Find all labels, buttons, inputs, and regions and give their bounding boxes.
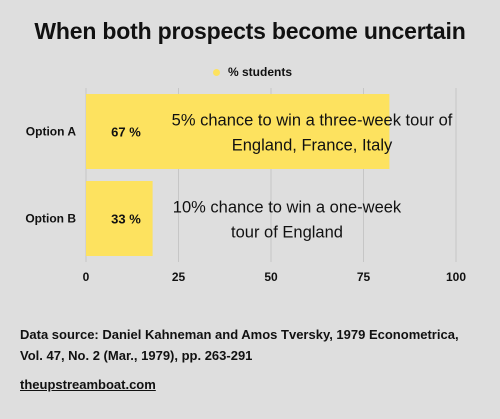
x-tick-label: 50	[264, 270, 278, 284]
x-tick-label: 100	[446, 270, 466, 284]
legend-swatch	[213, 68, 220, 76]
legend: % students	[213, 65, 292, 79]
bar	[86, 94, 390, 169]
bar-annotation: tour of England	[231, 224, 343, 242]
data-source: Data source: Daniel Kahneman and Amos Tv…	[20, 324, 490, 366]
data-label: 33 %	[111, 212, 141, 227]
data-source-line-2: Vol. 47, No. 2 (Mar., 1979), pp. 263-291	[20, 348, 253, 363]
bar-annotation: 10% chance to win a one-week	[173, 199, 402, 217]
bar-annotation: England, France, Italy	[232, 137, 393, 155]
x-tick-label: 75	[357, 270, 371, 284]
data-source-line-1: Data source: Daniel Kahneman and Amos Tv…	[20, 327, 459, 342]
website-link[interactable]: theupstreamboat.com	[20, 377, 156, 392]
bar-chart: Option A 67 % 5% chance to win a three-wee…	[25, 88, 466, 284]
category-label: Option B	[25, 212, 76, 226]
bar-annotation: 5% chance to win a three-week tour of	[172, 112, 453, 130]
data-label: 67 %	[111, 125, 141, 140]
bar	[86, 181, 153, 256]
chart-title: When both prospects become uncertain	[34, 18, 466, 44]
x-tick-label: 25	[172, 270, 186, 284]
x-tick-label: 0	[83, 270, 90, 284]
legend-label: % students	[228, 65, 293, 79]
category-label: Option A	[26, 125, 77, 139]
